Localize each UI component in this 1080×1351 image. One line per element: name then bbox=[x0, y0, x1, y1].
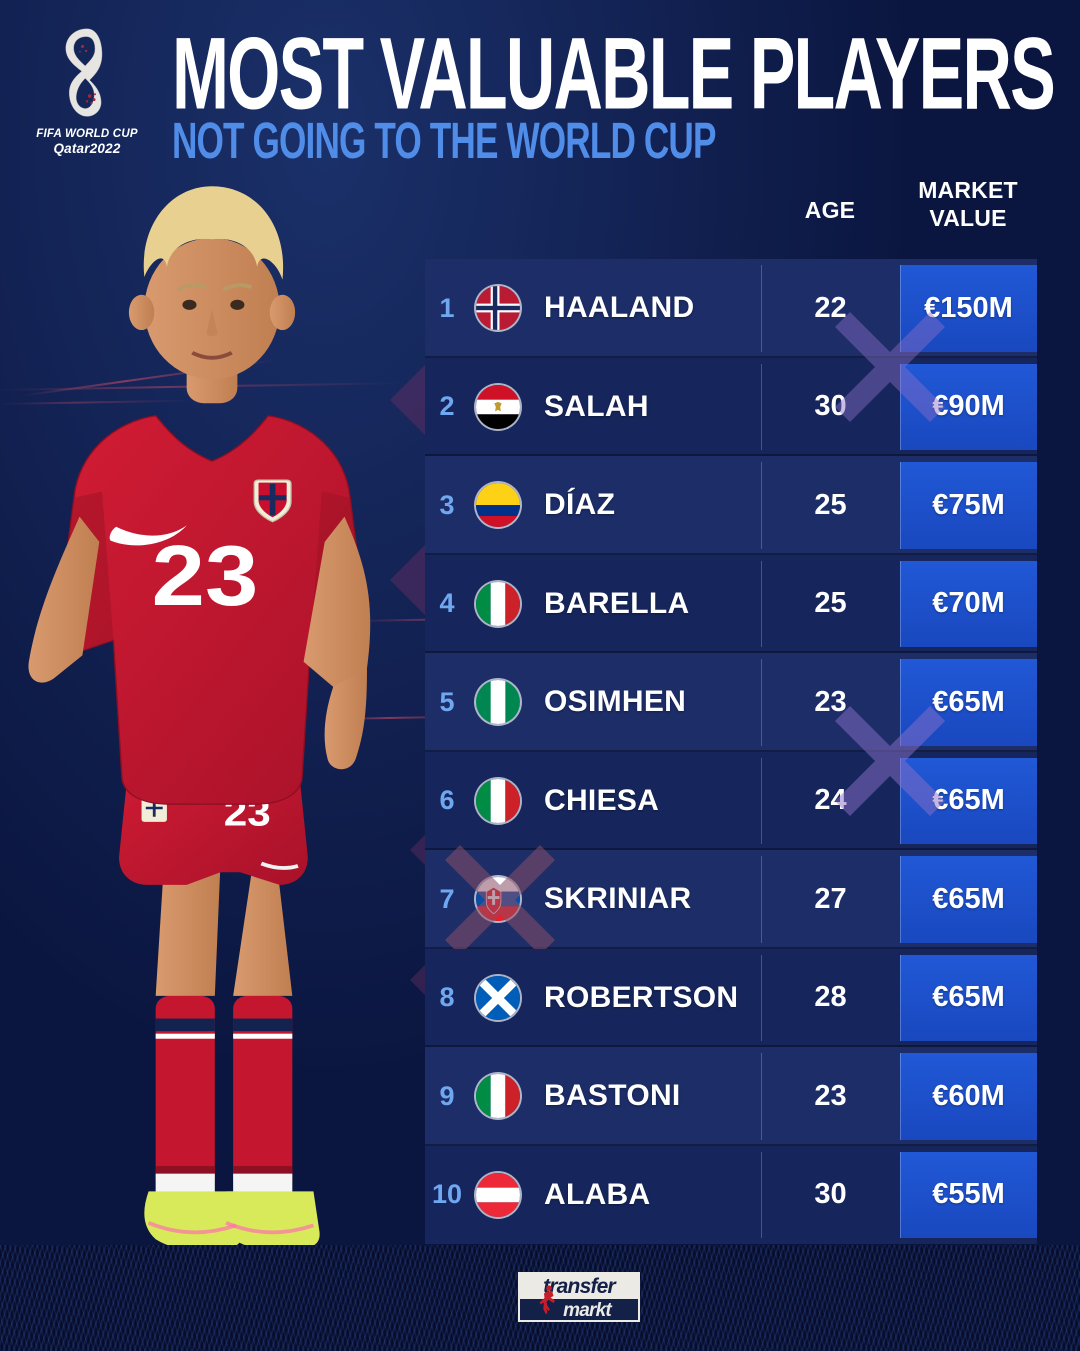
svg-text:23: 23 bbox=[152, 529, 259, 624]
